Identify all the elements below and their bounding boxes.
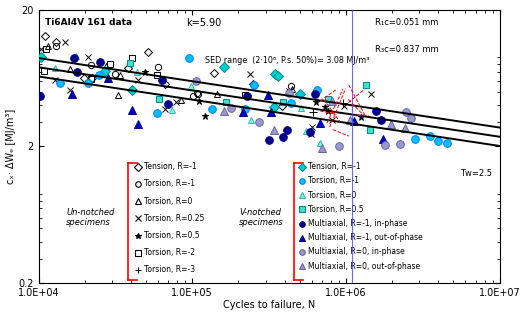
X-axis label: Cycles to failure, N: Cycles to failure, N <box>223 301 315 310</box>
Text: Torsion, R=0: Torsion, R=0 <box>308 191 357 200</box>
Text: Multiaxial, R=-1, out-of-phase: Multiaxial, R=-1, out-of-phase <box>308 233 423 242</box>
Text: Torsion, R=-2: Torsion, R=-2 <box>144 248 195 257</box>
Text: R₁ᴄ=0.051 mm: R₁ᴄ=0.051 mm <box>375 18 439 27</box>
Text: Un-notched
specimens: Un-notched specimens <box>66 208 115 227</box>
Text: Multiaxial, R=0, out-of-phase: Multiaxial, R=0, out-of-phase <box>308 262 420 270</box>
Text: Tᴡ=2.5: Tᴡ=2.5 <box>460 169 492 178</box>
Text: Tension, R=-1: Tension, R=-1 <box>308 162 361 171</box>
Text: Torsion, R=0: Torsion, R=0 <box>144 197 192 206</box>
Text: V-notched
specimens: V-notched specimens <box>239 208 284 227</box>
Text: Torsion, R=0.5: Torsion, R=0.5 <box>144 231 199 240</box>
Text: SED range  (2·10⁶, P.s. 50%)= 3.08 MJ/m³: SED range (2·10⁶, P.s. 50%)= 3.08 MJ/m³ <box>205 56 369 65</box>
Text: Torsion, R=-1: Torsion, R=-1 <box>144 179 195 188</box>
Y-axis label: cₓ· ΔWₑ [MJ/m³]: cₓ· ΔWₑ [MJ/m³] <box>6 109 16 184</box>
Text: Ti6Al4V 161 data: Ti6Al4V 161 data <box>45 18 133 27</box>
Text: Torsion, R=-3: Torsion, R=-3 <box>144 265 195 275</box>
Text: Tension, R=-1: Tension, R=-1 <box>144 162 196 171</box>
Text: Multiaxial, R=0, in-phase: Multiaxial, R=0, in-phase <box>308 247 405 256</box>
Text: k=5.90: k=5.90 <box>186 18 221 28</box>
Text: Torsion, R=0.5: Torsion, R=0.5 <box>308 205 364 214</box>
Text: Multiaxial, R=-1, in-phase: Multiaxial, R=-1, in-phase <box>308 219 408 228</box>
Text: R₃ᴄ=0.837 mm: R₃ᴄ=0.837 mm <box>375 45 439 54</box>
Text: Torsion, R=-1: Torsion, R=-1 <box>308 176 359 185</box>
Text: Torsion, R=0.25: Torsion, R=0.25 <box>144 214 204 223</box>
